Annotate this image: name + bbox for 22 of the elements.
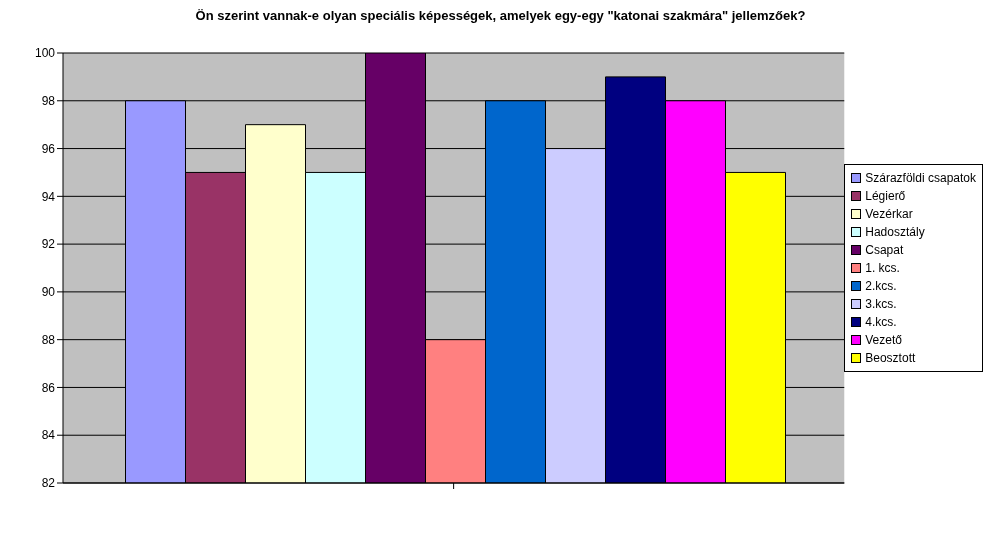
legend-label: Légierő [865,188,906,205]
chart-title: Ön szerint vannak-e olyan speciális képességek, amelyek egy-egy "katonai szakmára" jellemzőek? [194,8,807,23]
y-tick-label: 96 [41,141,56,156]
legend-label: Szárazföldi csapatok [865,170,976,187]
legend-label: Beosztott [865,350,916,367]
y-tick-label: 100 [34,46,56,61]
y-tick-label: 84 [41,428,56,443]
y-tick-label: 86 [41,380,56,395]
y-tick-label: 90 [41,285,56,300]
legend-label: 3.kcs. [865,296,897,313]
y-tick-label: 82 [41,476,56,491]
legend-label: 4.kcs. [865,314,897,331]
y-tick-label: 94 [41,189,56,204]
y-tick-label: 88 [41,332,56,347]
y-tick-label: 92 [41,237,56,252]
legend-label: Vezető [865,332,902,349]
legend-label: Hadosztály [865,224,925,241]
y-tick-label: 98 [41,94,56,109]
legend-label: Vezérkar [865,206,913,223]
legend-label: Csapat [865,242,904,259]
legend-label: 1. kcs. [865,260,900,277]
legend-label: 2.kcs. [865,278,897,295]
